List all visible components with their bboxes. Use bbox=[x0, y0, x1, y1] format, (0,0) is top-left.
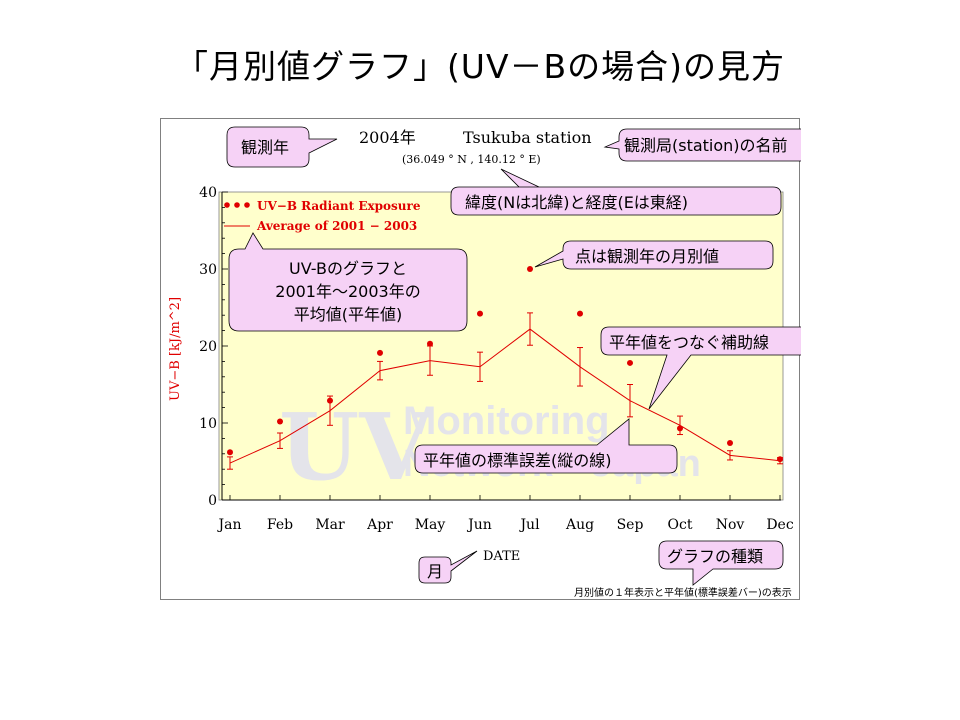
legend-average-label: Average of 2001 − 2003 bbox=[256, 219, 417, 233]
callout-graph-desc-line2: 2001年～2003年の bbox=[275, 282, 420, 301]
y-tick-label: 10 bbox=[199, 416, 217, 432]
callout-month: 月 bbox=[427, 562, 443, 581]
legend-points-label: UV−B Radiant Exposure bbox=[257, 199, 421, 213]
callout-lat-lon: 緯度(Nは北緯)と経度(Eは東経) bbox=[465, 193, 688, 212]
data-point bbox=[627, 359, 633, 366]
callout-points-bubble bbox=[534, 240, 774, 270]
callout-points: 点は観測年の月別値 bbox=[575, 247, 719, 266]
callout-observation-year: 観測年 bbox=[241, 138, 289, 157]
y-tick-label: 40 bbox=[199, 185, 217, 201]
callout-observation-year-bubble bbox=[226, 126, 338, 168]
callouts: 観測年 観測局(station)の名前 緯度(Nは北緯)と経度(Eは東経) 点は… bbox=[226, 126, 801, 586]
callout-station-name: 観測局(station)の名前 bbox=[624, 136, 788, 155]
footnote: 月別値の１年表示と平年値(標準誤差バー)の表示 bbox=[574, 586, 792, 599]
data-point bbox=[727, 440, 733, 447]
legend: UV−B Radiant Exposure Average of 2001 − … bbox=[224, 199, 421, 233]
y-tick-label: 30 bbox=[199, 262, 217, 278]
callout-std-error: 平年値の標準誤差(縦の線) bbox=[423, 451, 612, 470]
callout-average-line: 平年値をつなぐ補助線 bbox=[609, 333, 769, 352]
data-point bbox=[777, 456, 783, 463]
callout-graph-type: グラフの種類 bbox=[667, 547, 763, 566]
callout-station-bubble bbox=[603, 128, 801, 162]
data-point bbox=[577, 310, 583, 317]
data-point bbox=[477, 310, 483, 317]
x-tick-label: Feb bbox=[267, 517, 293, 533]
callout-std-error-bubble bbox=[414, 418, 678, 474]
callout-graph-desc-bubble bbox=[228, 232, 468, 332]
x-tick-label: May bbox=[415, 517, 446, 533]
average-line bbox=[229, 328, 781, 464]
x-tick-label: Jun bbox=[466, 517, 492, 533]
chart-title: 2004年 bbox=[359, 128, 416, 147]
callout-lat-lon-bubble bbox=[450, 168, 782, 216]
x-tick-label: Mar bbox=[315, 517, 345, 533]
callout-graph-desc-line1: UV-Bのグラフと bbox=[289, 259, 407, 278]
x-tick-label: Oct bbox=[668, 517, 693, 533]
watermark-uv: UV bbox=[279, 393, 432, 501]
station-name: Tsukuba station bbox=[463, 128, 592, 147]
callout-graph-desc-line3: 平均値(平年値) bbox=[294, 305, 403, 324]
x-tick-label: Jan bbox=[217, 517, 242, 533]
data-point bbox=[327, 397, 333, 404]
x-tick-label: Nov bbox=[716, 517, 745, 533]
data-point bbox=[527, 266, 533, 272]
callout-average-line-bubble bbox=[600, 326, 801, 410]
y-tick-label: 20 bbox=[199, 339, 217, 355]
chart-marks bbox=[227, 266, 783, 470]
data-point bbox=[277, 418, 283, 425]
legend-dot bbox=[224, 202, 230, 208]
data-point bbox=[377, 349, 383, 356]
callout-graph-type-bubble bbox=[658, 540, 784, 586]
x-tick-label: Sep bbox=[617, 517, 644, 533]
coordinates: (36.049 ° N , 140.12 ° E) bbox=[402, 153, 541, 166]
legend-dot bbox=[234, 202, 240, 208]
x-axis-label: DATE bbox=[483, 549, 520, 564]
y-tick-label: 0 bbox=[208, 493, 217, 509]
callout-month-bubble bbox=[418, 550, 478, 584]
axes: 0 10 20 30 40 Jan Feb Mar Apr May Jun Jul Aug Sep Oct N… bbox=[199, 185, 794, 533]
x-tick-label: Dec bbox=[766, 517, 794, 533]
data-point bbox=[227, 449, 233, 456]
data-point bbox=[677, 425, 683, 432]
y-axis-label: UV−B [kJ/m^2] bbox=[168, 297, 183, 401]
legend-dot bbox=[244, 202, 250, 208]
data-point bbox=[427, 340, 433, 347]
chart-svg: UV Monitoring Network Japan 2004年 Tsukub… bbox=[168, 126, 801, 599]
watermark-monitoring: Monitoring bbox=[403, 399, 610, 443]
x-tick-label: Jul bbox=[518, 517, 540, 533]
chart-figure: UV Monitoring Network Japan 2004年 Tsukub… bbox=[160, 118, 801, 600]
slide-title: 「月別値グラフ」(UV－Bの場合)の見方 bbox=[174, 47, 786, 86]
x-tick-label: Aug bbox=[565, 517, 594, 533]
x-tick-label: Apr bbox=[366, 517, 393, 533]
